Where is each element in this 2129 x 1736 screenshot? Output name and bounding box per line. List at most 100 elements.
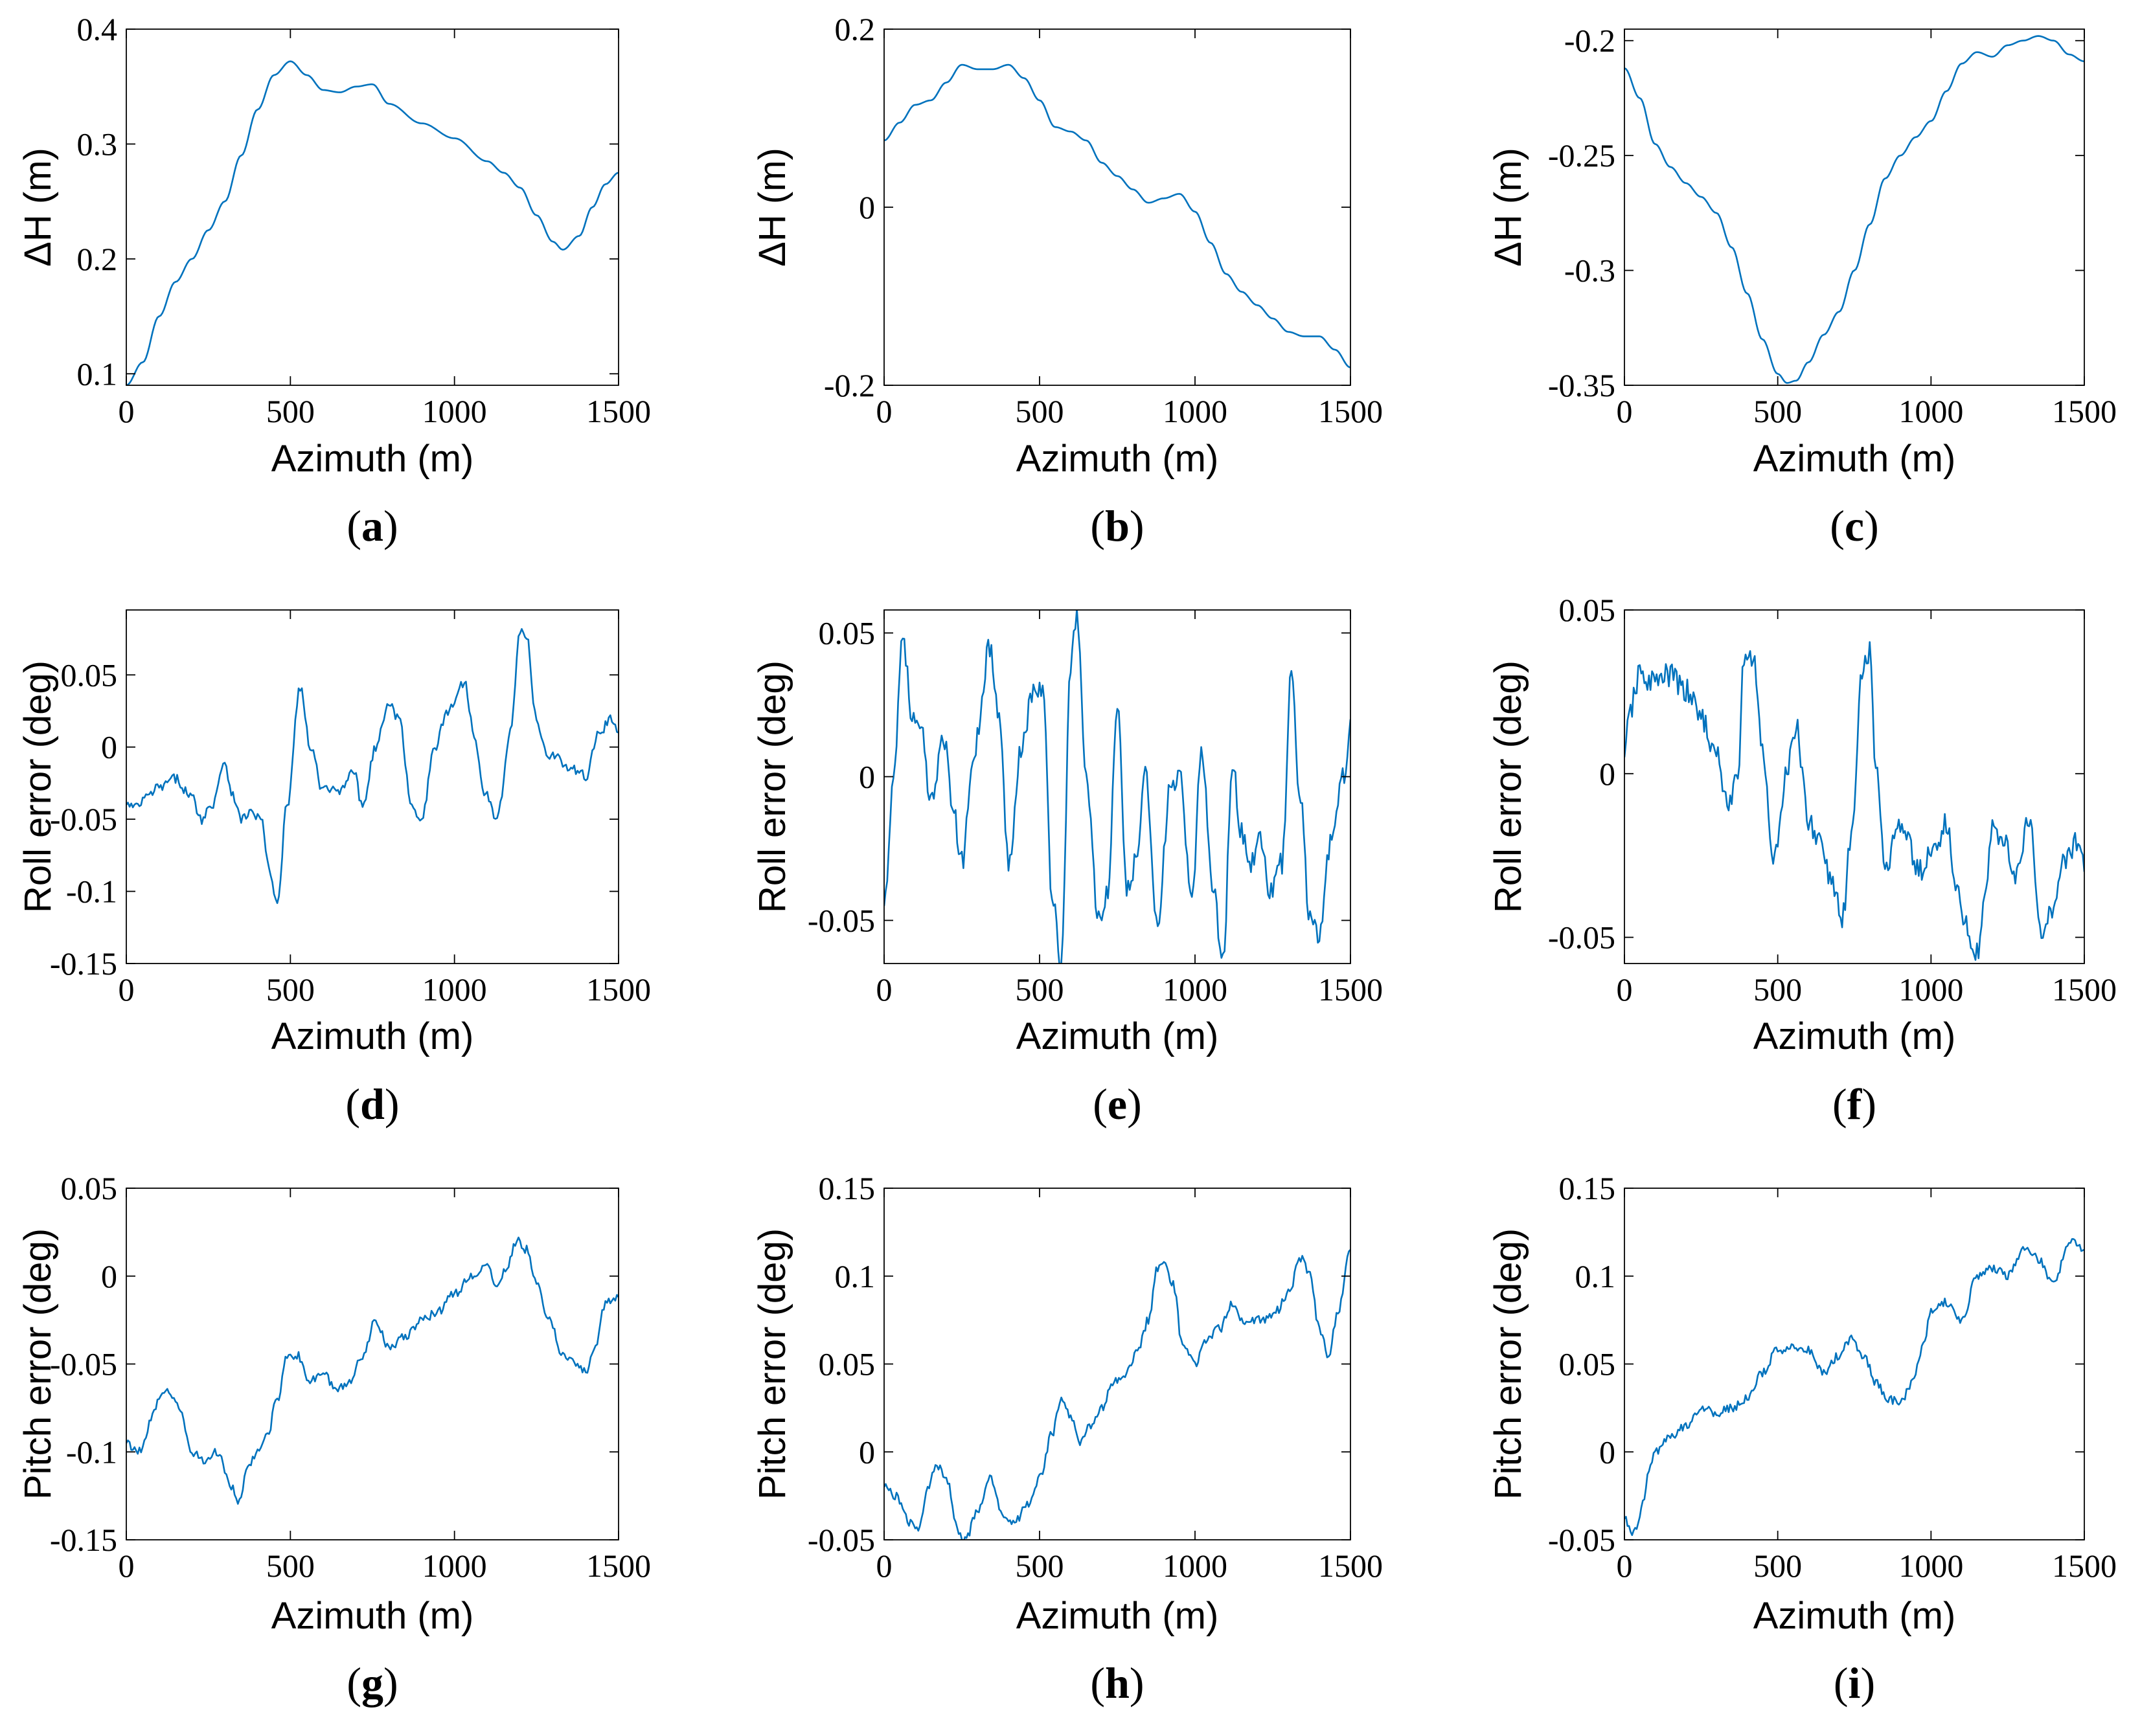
axes-box-d <box>126 609 619 964</box>
panel-caption: (i) <box>1834 1658 1875 1708</box>
y-axis-label: Roll error (deg) <box>751 660 793 913</box>
x-tick-label: 500 <box>1016 971 1064 1008</box>
y-tick-label: 0.05 <box>819 1346 876 1382</box>
y-tick-label: 0.05 <box>819 615 876 651</box>
x-axis-label: Azimuth (m) <box>1016 1595 1219 1637</box>
x-tick-label: 1500 <box>2052 1548 2117 1584</box>
x-tick-label: 0 <box>119 1548 135 1584</box>
x-axis-label: Azimuth (m) <box>1753 438 1956 480</box>
y-tick-label: -0.25 <box>1548 137 1615 174</box>
y-axis-label: ΔH (m) <box>17 148 59 267</box>
y-tick-label: 0 <box>1599 756 1615 792</box>
panel-caption: (h) <box>1090 1658 1144 1708</box>
x-tick-label: 0 <box>119 393 135 429</box>
series-line-g <box>126 1236 619 1505</box>
y-tick-label: 0 <box>859 1434 875 1470</box>
series-line-d <box>126 628 619 905</box>
y-tick-label: -0.05 <box>808 1522 875 1558</box>
y-tick-label: -0.05 <box>1548 1522 1615 1558</box>
panel-caption-letter: c <box>1845 501 1864 550</box>
y-axis-label: ΔH (m) <box>1487 148 1529 267</box>
y-axis-label: Roll error (deg) <box>17 660 59 913</box>
y-tick-label: 0.1 <box>835 1258 876 1294</box>
y-tick-label: 0.15 <box>1559 1170 1616 1206</box>
y-tick-label: -0.3 <box>1564 253 1615 289</box>
x-tick-label: 500 <box>1753 971 1802 1008</box>
y-tick-label: -0.35 <box>1548 367 1615 403</box>
y-tick-label: -0.15 <box>50 1522 117 1558</box>
panel-caption-letter: b <box>1105 501 1130 550</box>
x-tick-label: 500 <box>1016 1548 1064 1584</box>
y-tick-label: -0.05 <box>808 902 875 938</box>
x-tick-label: 1000 <box>422 393 487 429</box>
axes-box-b <box>883 28 1351 386</box>
x-axis-label: Azimuth (m) <box>1016 1015 1219 1057</box>
axes-box-a <box>126 28 619 386</box>
chart-panel-g: 0 500 1000 1500 -0.15 -0.1 -0.05 0 0.05 Azimuth (… <box>17 1170 651 1708</box>
y-tick-label: 0 <box>1599 1434 1615 1470</box>
axes-box-i <box>1624 1188 2085 1540</box>
panel-caption: (f) <box>1832 1079 1876 1129</box>
x-tick-label: 1000 <box>1898 971 1963 1008</box>
x-tick-label: 1000 <box>1898 1548 1963 1584</box>
series-line-f <box>1624 641 2084 961</box>
panel-caption: (b) <box>1090 501 1144 550</box>
y-tick-label: 0.05 <box>1559 1346 1616 1382</box>
panel-caption-letter: h <box>1105 1658 1130 1708</box>
y-tick-label: 0.05 <box>1559 592 1616 628</box>
y-tick-label: -0.1 <box>66 874 117 910</box>
x-tick-label: 0 <box>1617 1548 1633 1584</box>
x-tick-label: 1500 <box>586 1548 651 1584</box>
x-tick-label: 500 <box>266 971 315 1008</box>
x-tick-label: 1500 <box>2052 971 2117 1008</box>
x-tick-label: 0 <box>1617 393 1633 429</box>
x-tick-label: 1000 <box>422 1548 487 1584</box>
panel-caption-letter: a <box>361 501 383 550</box>
y-tick-label: -0.05 <box>1548 919 1615 956</box>
y-tick-label: 0 <box>101 729 117 765</box>
y-tick-label: -0.2 <box>1564 23 1615 59</box>
x-tick-label: 1500 <box>1318 971 1383 1008</box>
x-axis-label: Azimuth (m) <box>1753 1015 1956 1057</box>
series-line-i <box>1624 1238 2084 1537</box>
panel-caption: (c) <box>1830 501 1879 550</box>
y-tick-label: 0 <box>101 1258 117 1294</box>
y-axis-label: Roll error (deg) <box>1487 660 1529 913</box>
chart-panel-d: 0 500 1000 1500 -0.15 -0.1 -0.05 0 0.05 Azimuth (… <box>17 609 651 1129</box>
y-tick-label: 0.4 <box>77 11 118 47</box>
x-tick-label: 1000 <box>1163 1548 1227 1584</box>
y-tick-label: 0.3 <box>77 126 118 162</box>
axes-box-e <box>883 609 1351 964</box>
y-tick-label: 0 <box>859 758 875 795</box>
x-tick-label: 500 <box>266 1548 315 1584</box>
x-tick-label: 1000 <box>1163 971 1227 1008</box>
series-line-h <box>884 1249 1350 1540</box>
x-tick-label: 1000 <box>422 971 487 1008</box>
panel-caption: (d) <box>345 1079 399 1129</box>
x-tick-label: 0 <box>876 971 893 1008</box>
y-tick-label: -0.05 <box>50 801 117 837</box>
chart-panel-c: 0 500 1000 1500 -0.35 -0.3 -0.25 -0.2 Azimuth (m… <box>1487 23 2117 550</box>
panel-caption: (e) <box>1093 1079 1142 1129</box>
y-tick-label: -0.05 <box>50 1346 117 1382</box>
axes-box-h <box>883 1188 1351 1540</box>
x-axis-label: Azimuth (m) <box>1753 1595 1956 1637</box>
y-tick-label: 0 <box>859 189 875 225</box>
y-axis-label: Pitch error (deg) <box>17 1228 59 1500</box>
series-line-b <box>884 63 1350 368</box>
panel-caption-letter: i <box>1849 1658 1861 1708</box>
axes-box-c <box>1624 28 2085 386</box>
x-tick-label: 1000 <box>1163 393 1227 429</box>
y-tick-label: 0.05 <box>61 657 118 693</box>
x-tick-label: 0 <box>119 971 135 1008</box>
y-axis-label: Pitch error (deg) <box>751 1228 793 1500</box>
panel-caption: (g) <box>347 1658 398 1708</box>
x-tick-label: 500 <box>1753 393 1802 429</box>
panel-caption-letter: f <box>1847 1079 1863 1129</box>
y-tick-label: -0.1 <box>66 1434 117 1470</box>
y-tick-label: 0.2 <box>835 11 876 47</box>
y-tick-label: -0.2 <box>824 367 875 403</box>
